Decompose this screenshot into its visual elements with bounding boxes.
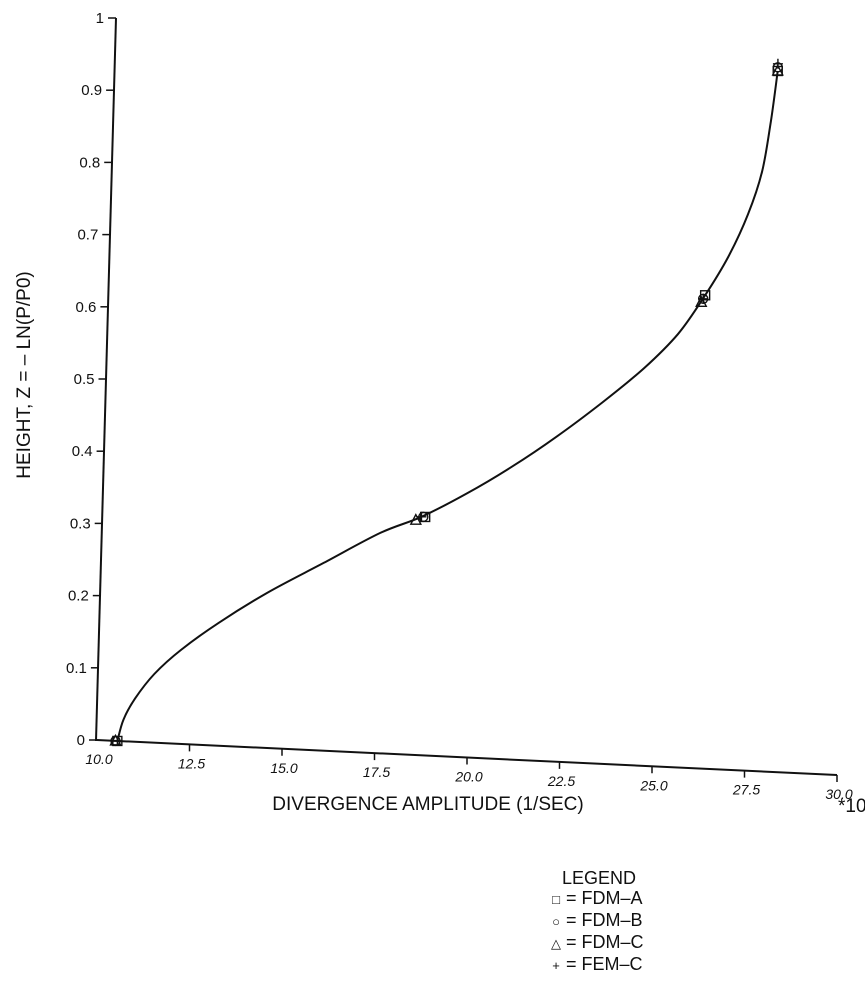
- x-axis-title: DIVERGENCE AMPLITUDE (1/SEC): [272, 794, 583, 815]
- x-tick-label: 12.5: [178, 755, 205, 771]
- data-point-fdm-c: [771, 63, 784, 76]
- y-tick-label: 0.2: [68, 588, 89, 605]
- y-tick-label: 0.1: [66, 660, 87, 677]
- data-curve: [116, 70, 779, 742]
- legend-label: = FEM–C: [566, 954, 643, 974]
- legend-item-fdm-b: ○ = FDM–B: [550, 910, 750, 932]
- series-fem-c: [112, 58, 783, 746]
- legend-symbol: △: [551, 936, 561, 951]
- y-tick-label: 0.5: [74, 371, 95, 388]
- legend-label: = FDM–C: [566, 932, 644, 952]
- y-axis: 0 0.1 0.2 0.3 0.4 0.5 0.6 0.7 0.8 0.9 1 HEIGHT, Z …: [14, 10, 117, 749]
- legend-symbol: □: [552, 892, 560, 907]
- data-point-fem-c: [698, 293, 709, 304]
- x-axis-multiplier: *10⁻⁹: [838, 796, 865, 817]
- y-tick-label: 0.6: [76, 299, 97, 316]
- data-point-fdm-c: [409, 513, 422, 525]
- x-tick-label: 17.5: [363, 764, 390, 780]
- x-tick-label: 22.5: [547, 773, 575, 789]
- legend-symbol: +: [552, 958, 560, 973]
- x-tick-label: 25.0: [639, 777, 667, 793]
- data-point-fem-c: [772, 58, 783, 69]
- legend-item-fem-c: + = FEM–C: [550, 954, 750, 976]
- legend-item-fdm-a: □ = FDM–A: [550, 888, 750, 910]
- data-point-fem-c: [416, 511, 427, 522]
- legend-label: = FDM–A: [566, 888, 643, 908]
- series-fdm-b: [110, 62, 784, 747]
- y-tick-label: 0.9: [81, 82, 102, 99]
- x-tick-label: 27.5: [732, 782, 760, 798]
- x-tick-label: 20.0: [454, 769, 482, 785]
- data-point-fem-c: [112, 735, 123, 746]
- y-ticks: 0 0.1 0.2 0.3 0.4 0.5 0.6 0.7 0.8 0.9 1: [66, 10, 116, 749]
- y-tick-label: 0.8: [79, 154, 100, 171]
- y-tick-label: 0.4: [72, 443, 93, 460]
- series-fdm-c: [109, 63, 784, 746]
- y-axis-title: HEIGHT, Z = – LN(P/P0): [14, 271, 35, 478]
- x-axis: 10.0 12.5 15.0 17.5 20.0 22.5 25.0 27.5 30.0 DIV…: [85, 739, 865, 817]
- legend-items: □ = FDM–A ○ = FDM–B △ = FDM–C + = FEM–C: [550, 888, 750, 976]
- legend: LEGEND □ = FDM–A ○ = FDM–B △ = FDM–C + = FEM–C: [550, 868, 750, 976]
- plot-area: [109, 58, 784, 747]
- legend-item-fdm-c: △ = FDM–C: [550, 932, 750, 954]
- legend-label: = FDM–B: [566, 910, 643, 930]
- y-tick-label: 1: [96, 10, 104, 27]
- legend-title: LEGEND: [562, 868, 637, 888]
- x-tick-label: 30.0: [825, 786, 852, 802]
- y-tick-label: 0.3: [70, 515, 91, 532]
- legend-symbol: ○: [552, 914, 560, 929]
- y-tick-label: 0: [77, 732, 85, 749]
- series-fdm-a: [112, 65, 783, 747]
- x-ticks: 10.0 12.5 15.0 17.5 20.0 22.5 25.0 27.5 30.0: [85, 744, 853, 802]
- x-tick-label: 10.0: [85, 751, 112, 767]
- x-tick-label: 15.0: [270, 760, 297, 776]
- y-tick-label: 0.7: [77, 227, 98, 244]
